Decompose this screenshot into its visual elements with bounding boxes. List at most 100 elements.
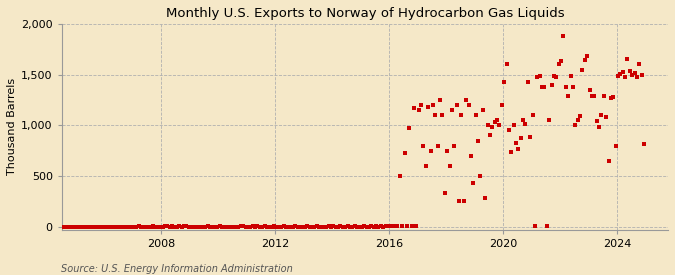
- Point: [153, 224, 163, 229]
- Point: [582, 54, 593, 59]
- Point: [491, 118, 502, 122]
- Point: [598, 94, 609, 98]
- Point: [72, 224, 82, 229]
- Point: [65, 224, 76, 229]
- Point: [292, 224, 303, 229]
- Point: [549, 73, 560, 78]
- Point: [425, 148, 436, 153]
- Point: [43, 224, 54, 229]
- Point: [587, 94, 597, 98]
- Point: [110, 224, 121, 229]
- Point: [306, 224, 317, 229]
- Point: [188, 224, 199, 229]
- Point: [458, 199, 469, 204]
- Point: [404, 126, 414, 131]
- Point: [90, 224, 101, 229]
- Point: [181, 224, 192, 229]
- Point: [447, 108, 458, 112]
- Point: [124, 224, 135, 229]
- Point: [487, 125, 497, 130]
- Point: [328, 224, 339, 229]
- Point: [373, 224, 384, 229]
- Point: [67, 224, 78, 229]
- Point: [613, 73, 624, 78]
- Point: [48, 224, 59, 229]
- Point: [532, 75, 543, 79]
- Point: [627, 72, 638, 77]
- Point: [601, 115, 612, 119]
- Point: [176, 224, 187, 229]
- Point: [231, 224, 242, 229]
- Point: [55, 224, 66, 229]
- Point: [159, 224, 170, 229]
- Point: [223, 224, 234, 229]
- Point: [572, 118, 583, 122]
- Point: [300, 224, 310, 229]
- Point: [309, 224, 320, 229]
- Point: [136, 224, 146, 229]
- Point: [150, 224, 161, 229]
- Point: [496, 103, 507, 107]
- Point: [103, 224, 113, 229]
- Point: [261, 224, 272, 229]
- Point: [76, 224, 87, 229]
- Point: [383, 224, 394, 229]
- Point: [485, 133, 495, 138]
- Point: [437, 113, 448, 117]
- Point: [378, 224, 389, 229]
- Point: [554, 62, 564, 67]
- Point: [184, 224, 194, 229]
- Point: [325, 224, 336, 229]
- Point: [319, 224, 329, 229]
- Point: [605, 96, 616, 100]
- Point: [79, 224, 90, 229]
- Point: [489, 120, 500, 125]
- Point: [86, 224, 97, 229]
- Point: [413, 108, 424, 112]
- Point: [202, 224, 213, 229]
- Point: [105, 224, 116, 229]
- Point: [352, 224, 362, 229]
- Point: [338, 224, 348, 229]
- Point: [207, 224, 218, 229]
- Point: [634, 62, 645, 67]
- Point: [101, 224, 111, 229]
- Point: [454, 199, 464, 204]
- Title: Monthly U.S. Exports to Norway of Hydrocarbon Gas Liquids: Monthly U.S. Exports to Norway of Hydroc…: [165, 7, 564, 20]
- Point: [406, 224, 417, 229]
- Point: [342, 224, 353, 229]
- Point: [577, 67, 588, 72]
- Point: [610, 143, 621, 148]
- Point: [389, 224, 400, 229]
- Point: [563, 94, 574, 98]
- Point: [618, 69, 628, 74]
- Point: [463, 103, 474, 107]
- Point: [570, 123, 580, 128]
- Point: [494, 123, 505, 128]
- Point: [556, 59, 566, 64]
- Point: [506, 150, 516, 154]
- Point: [535, 73, 545, 78]
- Point: [53, 224, 63, 229]
- Point: [81, 224, 92, 229]
- Point: [423, 105, 433, 109]
- Point: [416, 103, 427, 107]
- Point: [466, 153, 477, 158]
- Point: [432, 143, 443, 148]
- Point: [470, 113, 481, 117]
- Point: [264, 224, 275, 229]
- Point: [418, 143, 429, 148]
- Point: [155, 224, 165, 229]
- Point: [131, 224, 142, 229]
- Point: [565, 73, 576, 78]
- Point: [356, 224, 367, 229]
- Point: [254, 224, 265, 229]
- Point: [439, 191, 450, 196]
- Point: [421, 164, 431, 168]
- Point: [240, 224, 251, 229]
- Point: [530, 224, 541, 229]
- Point: [411, 224, 422, 229]
- Point: [499, 79, 510, 84]
- Point: [344, 224, 355, 229]
- Point: [371, 224, 381, 229]
